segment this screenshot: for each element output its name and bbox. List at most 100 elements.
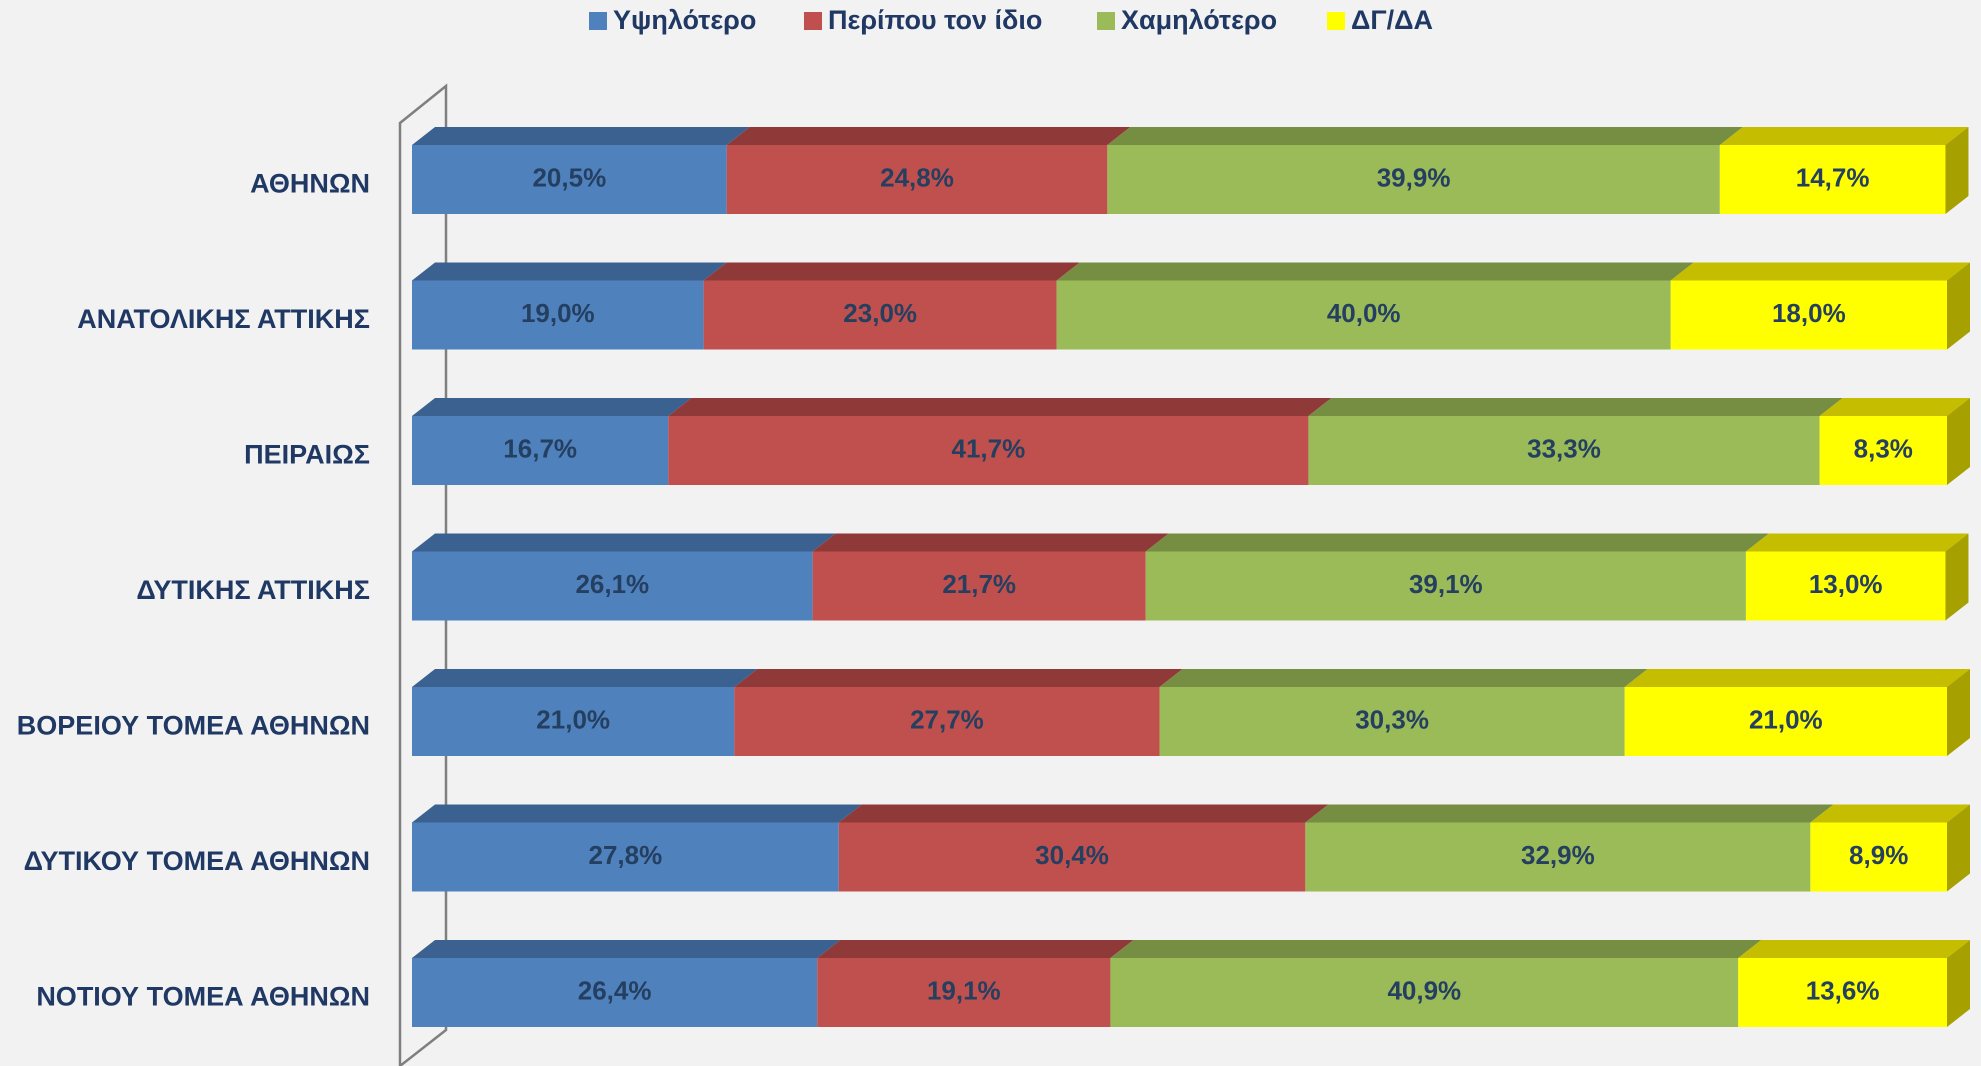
value-label: 8,3% xyxy=(1854,433,1913,463)
bar-top xyxy=(668,398,1332,416)
bar-top xyxy=(726,127,1131,145)
legend-label: Χαμηλότερο xyxy=(1121,5,1277,35)
bar xyxy=(817,958,1111,1027)
bar xyxy=(703,280,1057,350)
value-label: 41,7% xyxy=(952,433,1026,463)
bar xyxy=(812,551,1146,621)
value-label: 40,9% xyxy=(1387,975,1461,1005)
value-label: 21,7% xyxy=(942,569,1016,599)
value-label: 8,9% xyxy=(1849,840,1908,870)
value-label: 39,1% xyxy=(1409,569,1483,599)
value-label: 27,7% xyxy=(910,704,984,734)
value-label: 19,1% xyxy=(927,975,1001,1005)
value-label: 32,9% xyxy=(1521,840,1595,870)
bar xyxy=(1145,551,1746,621)
bar-side xyxy=(1947,669,1970,756)
category-label: ΠΕΙΡΑΙΩΣ xyxy=(244,440,370,470)
bar xyxy=(412,416,669,485)
category-label: ΔΥΤΙΚΟΥ ΤΟΜΕΑ ΑΘΗΝΩΝ xyxy=(24,846,370,876)
value-label: 26,1% xyxy=(575,569,649,599)
value-label: 40,0% xyxy=(1327,298,1401,328)
bar xyxy=(1107,145,1720,214)
category-label: ΑΘΗΝΩΝ xyxy=(250,169,370,199)
bar-top xyxy=(1719,127,1969,145)
value-label: 23,0% xyxy=(843,298,917,328)
bar-top xyxy=(1308,398,1843,416)
bar-top xyxy=(1159,669,1648,687)
value-label: 30,4% xyxy=(1035,840,1109,870)
value-label: 14,7% xyxy=(1796,162,1870,192)
legend-swatch xyxy=(589,12,607,30)
value-label: 20,5% xyxy=(532,162,606,192)
category-label: ΑΝΑΤΟΛΙΚΗΣ ΑΤΤΙΚΗΣ xyxy=(77,304,370,334)
category-label: ΔΥΤΙΚΗΣ ΑΤΤΙΚΗΣ xyxy=(136,575,370,605)
bar-top xyxy=(412,669,758,687)
value-label: 16,7% xyxy=(503,433,577,463)
bar-top xyxy=(1305,804,1834,823)
bar-top xyxy=(412,804,862,823)
bar xyxy=(1624,687,1947,756)
bar-top xyxy=(1145,533,1769,552)
bar-top xyxy=(1107,127,1743,145)
value-label: 21,0% xyxy=(1749,704,1823,734)
value-label: 13,6% xyxy=(1806,975,1880,1005)
bar-top xyxy=(412,262,727,281)
bar-top xyxy=(412,398,692,416)
bar xyxy=(412,958,818,1027)
bar-top xyxy=(1624,669,1970,687)
legend-label: ΔΓ/ΔΑ xyxy=(1351,5,1433,35)
bar-top xyxy=(1670,262,1970,281)
value-label: 26,4% xyxy=(578,975,652,1005)
bar xyxy=(726,145,1108,214)
bar-top xyxy=(812,533,1169,552)
bar xyxy=(1305,822,1811,892)
legend-swatch xyxy=(804,12,822,30)
bar-top xyxy=(703,262,1080,281)
bar xyxy=(1308,416,1820,485)
value-label: 27,8% xyxy=(588,840,662,870)
value-label: 19,0% xyxy=(521,298,595,328)
bar-top xyxy=(1745,533,1969,552)
bar xyxy=(1159,687,1625,756)
bar xyxy=(1810,822,1947,892)
bar-top xyxy=(412,940,841,958)
bar xyxy=(412,687,735,756)
category-label: ΒΟΡΕΙΟΥ ΤΟΜΕΑ ΑΘΗΝΩΝ xyxy=(17,711,370,741)
bar xyxy=(1719,145,1946,214)
bar-top xyxy=(817,940,1134,958)
bar-top xyxy=(1056,262,1694,281)
legend-label: Περίπου τον ίδιο xyxy=(828,5,1042,35)
bar-top xyxy=(412,127,750,145)
value-label: 24,8% xyxy=(880,162,954,192)
bar xyxy=(412,145,727,214)
bar-top xyxy=(1819,398,1970,416)
bar xyxy=(1738,958,1947,1027)
bar-side xyxy=(1947,398,1970,485)
bar-side xyxy=(1945,127,1969,214)
value-label: 21,0% xyxy=(536,704,610,734)
bar xyxy=(734,687,1160,756)
bar xyxy=(1670,280,1947,350)
bar xyxy=(412,822,839,892)
bar-side xyxy=(1945,533,1969,621)
category-label: ΝΟΤΙΟΥ ΤΟΜΕΑ ΑΘΗΝΩΝ xyxy=(36,982,370,1012)
bar xyxy=(412,551,813,621)
wall-outline xyxy=(398,83,448,1066)
bar-side xyxy=(1947,804,1970,892)
bar xyxy=(838,822,1306,892)
bar xyxy=(1110,958,1739,1027)
bar-top xyxy=(1110,940,1762,958)
bar xyxy=(1819,416,1947,485)
value-label: 33,3% xyxy=(1527,433,1601,463)
value-label: 39,9% xyxy=(1377,162,1451,192)
value-label: 30,3% xyxy=(1355,704,1429,734)
bar-top xyxy=(412,533,836,552)
legend-swatch xyxy=(1327,12,1345,30)
bar xyxy=(412,280,704,350)
bar-top xyxy=(1738,940,1970,958)
bar-side xyxy=(1947,940,1970,1027)
legend-swatch xyxy=(1097,12,1115,30)
axis-wall xyxy=(398,83,448,1066)
value-label: 13,0% xyxy=(1809,569,1883,599)
